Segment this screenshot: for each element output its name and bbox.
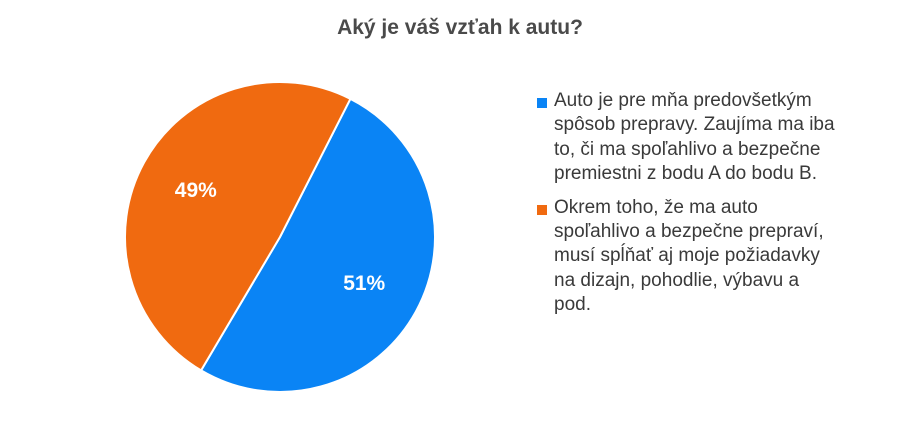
legend-label: Auto je pre mňa predovšetkým spôsob prep… bbox=[554, 90, 835, 185]
legend-item: Auto je pre mňa predovšetkým spôsob prep… bbox=[537, 89, 837, 187]
legend-label: Okrem toho, že ma auto spoľahlivo a bezp… bbox=[554, 196, 824, 316]
slice-data-label: 51% bbox=[343, 272, 385, 295]
legend: Auto je pre mňa predovšetkým spôsob prep… bbox=[537, 89, 837, 327]
chart-title: Aký je váš vzťah k autu? bbox=[337, 16, 583, 39]
legend-item: Okrem toho, že ma auto spoľahlivo a bezp… bbox=[537, 196, 837, 318]
pie-slice bbox=[124, 81, 352, 372]
legend-swatch bbox=[537, 98, 547, 108]
pie-slice bbox=[199, 97, 436, 393]
legend-swatch bbox=[537, 204, 547, 215]
slice-data-label: 49% bbox=[175, 179, 217, 202]
